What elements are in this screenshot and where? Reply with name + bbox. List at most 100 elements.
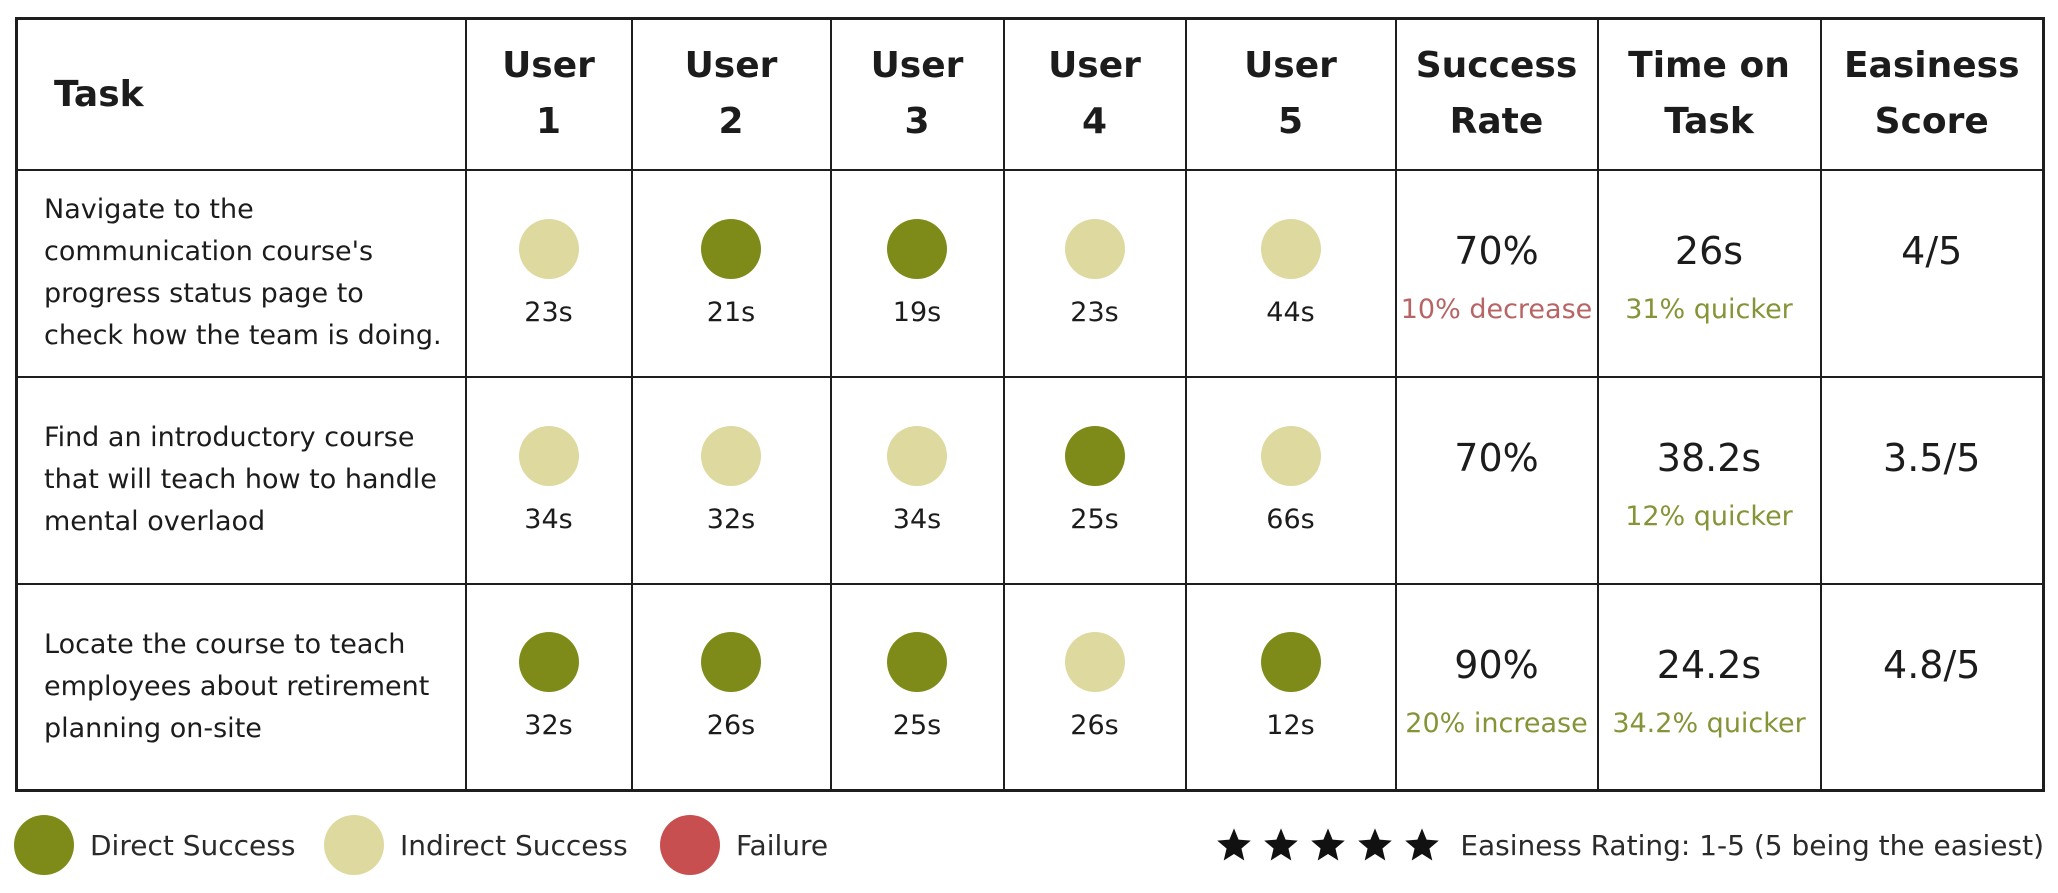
easiness-score-value: 3.5/5 bbox=[1883, 436, 1981, 480]
header-user-5: User 5 bbox=[1184, 17, 1397, 171]
time-on-task-change: 12% quicker bbox=[1625, 501, 1793, 532]
table-row: Locate the course to teach employees abo… bbox=[15, 582, 2045, 792]
star-icon bbox=[1262, 826, 1300, 864]
header-user-4-line1: User bbox=[1048, 45, 1141, 87]
task-description: Find an introductory course that will te… bbox=[15, 375, 467, 585]
legend-direct-success: Direct Success bbox=[14, 814, 295, 876]
indirect-success-dot-icon bbox=[1260, 425, 1321, 486]
user-5-result: 12s bbox=[1184, 582, 1397, 792]
task-description: Locate the course to teach employees abo… bbox=[15, 582, 467, 792]
legend-failure-label: Failure bbox=[736, 828, 829, 862]
user-4-result: 23s bbox=[1002, 168, 1187, 378]
header-user-5-line1: User bbox=[1244, 45, 1337, 87]
success-rate-value: 90% bbox=[1454, 642, 1539, 687]
user-3-result: 19s bbox=[829, 168, 1005, 378]
user-time: 25s bbox=[892, 710, 942, 742]
user-time: 21s bbox=[706, 296, 756, 328]
time-on-task-cell: 38.2s 12% quicker bbox=[1596, 375, 1822, 585]
user-time: 23s bbox=[524, 296, 573, 328]
legend-direct-label: Direct Success bbox=[90, 828, 296, 862]
time-on-task-value: 38.2s bbox=[1656, 436, 1762, 480]
success-rate-cell: 70% 10% decrease bbox=[1394, 168, 1599, 378]
easiness-score-cell: 4.8/5 bbox=[1819, 582, 2045, 792]
user-5-result: 44s bbox=[1184, 168, 1397, 378]
success-rate-value: 70% bbox=[1454, 229, 1539, 273]
task-description: Navigate to the communication course's p… bbox=[15, 168, 467, 378]
easiness-score-cell: 3.5/5 bbox=[1819, 375, 2045, 585]
header-user-2: User 2 bbox=[630, 17, 832, 171]
easiness-score-cell: 4/5 bbox=[1819, 168, 2045, 378]
header-easiness-score-line1: Easiness bbox=[1843, 45, 2020, 87]
header-user-1-line2: 1 bbox=[535, 101, 562, 143]
legend-indirect-success: Indirect Success bbox=[324, 814, 628, 876]
time-on-task-change: 34.2% quicker bbox=[1612, 707, 1806, 739]
direct-success-dot-icon bbox=[701, 632, 761, 693]
indirect-success-dot-icon bbox=[1064, 218, 1125, 279]
success-rate-change: 20% increase bbox=[1405, 707, 1588, 739]
direct-success-dot-icon bbox=[1064, 425, 1125, 486]
user-1-result: 34s bbox=[464, 375, 633, 585]
user-time: 66s bbox=[1266, 503, 1315, 535]
star-icon bbox=[1403, 826, 1441, 864]
user-time: 19s bbox=[892, 296, 942, 328]
easiness-score-value: 4/5 bbox=[1901, 229, 1963, 273]
header-user-5-line2: 5 bbox=[1277, 101, 1304, 143]
indirect-success-dot-icon bbox=[324, 815, 384, 875]
user-time: 44s bbox=[1266, 296, 1315, 328]
user-time: 34s bbox=[892, 503, 942, 535]
header-time-on-task: Time on Task bbox=[1596, 17, 1822, 171]
star-icon bbox=[1215, 826, 1253, 864]
direct-success-dot-icon bbox=[701, 218, 761, 279]
header-user-4: User 4 bbox=[1002, 17, 1187, 171]
header-user-3-line2: 3 bbox=[904, 101, 930, 143]
header-easiness-score: Easiness Score bbox=[1819, 17, 2045, 171]
star-rating-icons bbox=[1215, 826, 1450, 864]
user-1-result: 32s bbox=[464, 582, 633, 792]
user-5-result: 66s bbox=[1184, 375, 1397, 585]
legend-indirect-label: Indirect Success bbox=[400, 828, 628, 862]
user-3-result: 34s bbox=[829, 375, 1005, 585]
success-rate-cell: 70% bbox=[1394, 375, 1599, 585]
easiness-spacer bbox=[1822, 704, 2043, 744]
direct-success-dot-icon bbox=[1260, 632, 1321, 693]
success-rate-cell: 90% 20% increase bbox=[1394, 582, 1599, 792]
header-success-rate-line1: Success bbox=[1415, 45, 1578, 87]
direct-success-dot-icon bbox=[518, 632, 579, 693]
user-time: 32s bbox=[524, 710, 573, 742]
header-user-2-line1: User bbox=[684, 45, 778, 87]
header-user-1-line1: User bbox=[502, 45, 595, 87]
indirect-success-dot-icon bbox=[518, 425, 579, 486]
star-icon bbox=[1356, 826, 1394, 864]
user-2-result: 26s bbox=[630, 582, 832, 792]
user-3-result: 25s bbox=[829, 582, 1005, 792]
legend-failure: Failure bbox=[660, 814, 828, 876]
usability-results-table: Task User 1 User 2 User 3 User 4 User 5 Succe… bbox=[15, 17, 2045, 792]
easiness-rating-legend: Easiness Rating: 1-5 (5 being the easies… bbox=[1215, 814, 2044, 876]
easiness-rating-label: Easiness Rating: 1-5 (5 being the easies… bbox=[1460, 828, 2044, 862]
user-time: 26s bbox=[1070, 710, 1119, 742]
table-body: Navigate to the communication course's p… bbox=[15, 168, 2045, 792]
header-success-rate-line2: Rate bbox=[1449, 101, 1544, 143]
header-task: Task bbox=[15, 17, 467, 171]
user-time: 34s bbox=[524, 503, 573, 535]
success-rate-change bbox=[1397, 497, 1597, 537]
user-2-result: 21s bbox=[630, 168, 832, 378]
easiness-spacer bbox=[1822, 290, 2043, 330]
header-easiness-score-line2: Score bbox=[1874, 101, 1989, 143]
indirect-success-dot-icon bbox=[518, 218, 579, 279]
user-time: 26s bbox=[706, 710, 756, 742]
success-rate-change: 10% decrease bbox=[1400, 294, 1593, 325]
user-time: 25s bbox=[1070, 503, 1119, 535]
direct-success-dot-icon bbox=[887, 632, 947, 693]
header-success-rate: Success Rate bbox=[1394, 17, 1599, 171]
header-row: Task User 1 User 2 User 3 User 4 User 5 Succe… bbox=[15, 17, 2045, 171]
user-time: 23s bbox=[1070, 296, 1119, 328]
direct-success-dot-icon bbox=[887, 218, 947, 279]
header-user-2-line2: 2 bbox=[718, 101, 744, 143]
indirect-success-dot-icon bbox=[701, 425, 761, 486]
star-icon bbox=[1309, 826, 1347, 864]
header-user-3: User 3 bbox=[829, 17, 1005, 171]
user-1-result: 23s bbox=[464, 168, 633, 378]
user-2-result: 32s bbox=[630, 375, 832, 585]
time-on-task-value: 24.2s bbox=[1656, 642, 1762, 687]
